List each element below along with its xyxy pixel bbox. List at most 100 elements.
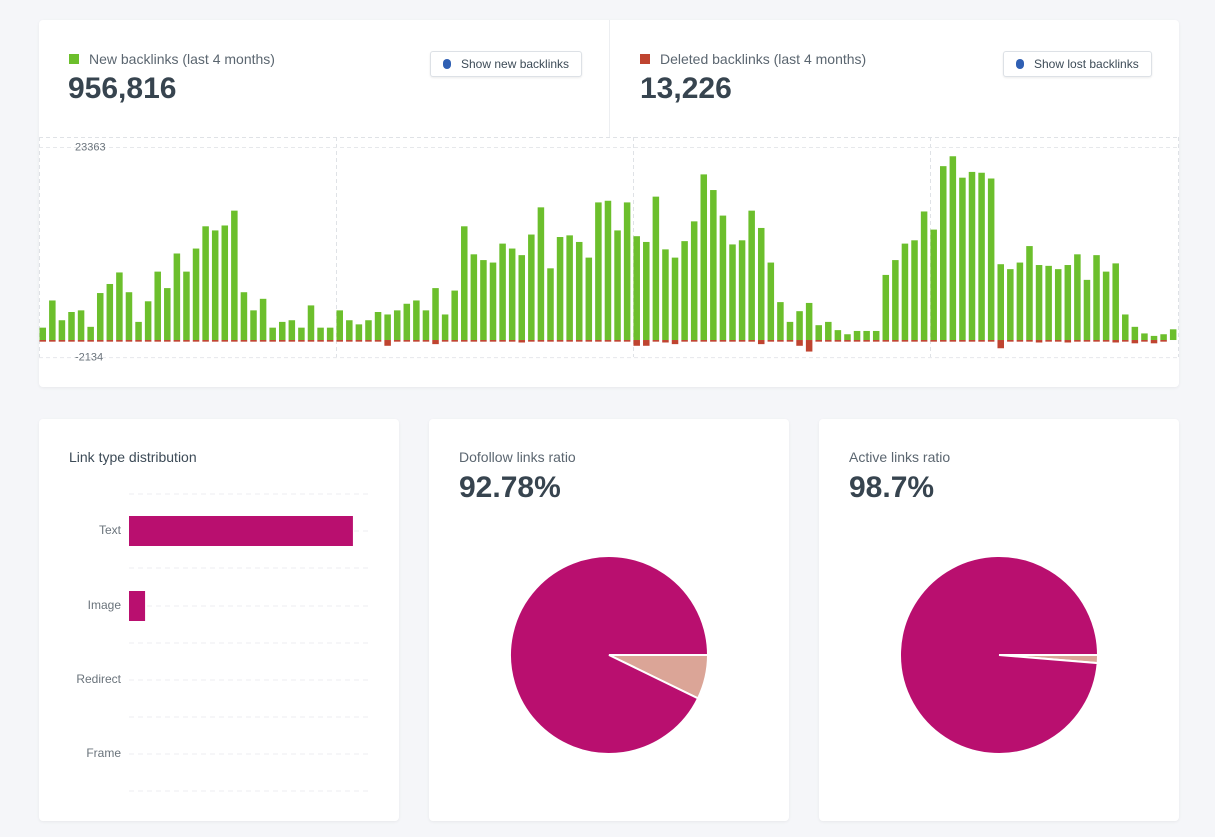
bar bbox=[68, 340, 75, 342]
pie-slice bbox=[899, 555, 1100, 755]
bar bbox=[413, 340, 420, 342]
bar bbox=[1083, 279, 1091, 341]
bar bbox=[288, 320, 296, 341]
bar bbox=[652, 196, 660, 341]
bar bbox=[614, 230, 621, 341]
show-lost-button[interactable]: Show lost backlinks bbox=[1003, 51, 1152, 77]
bar bbox=[911, 340, 918, 342]
bar bbox=[317, 340, 324, 342]
bar bbox=[355, 340, 363, 342]
bar bbox=[633, 236, 640, 341]
bar bbox=[834, 330, 842, 341]
bar bbox=[441, 340, 449, 342]
bar bbox=[240, 340, 248, 342]
bar bbox=[690, 340, 698, 342]
bar bbox=[1122, 314, 1129, 341]
bar bbox=[1131, 340, 1139, 344]
bar bbox=[393, 310, 401, 341]
bar bbox=[307, 305, 315, 341]
bar bbox=[748, 340, 755, 342]
bar bbox=[575, 340, 583, 342]
bar bbox=[116, 272, 123, 341]
card-title: Link type distribution bbox=[69, 449, 197, 465]
bar bbox=[1007, 340, 1014, 342]
bar bbox=[556, 237, 564, 341]
bar bbox=[221, 225, 229, 341]
bar bbox=[489, 262, 497, 341]
bar bbox=[853, 330, 861, 341]
bar bbox=[259, 340, 267, 342]
bar bbox=[805, 302, 813, 341]
bar bbox=[662, 249, 669, 341]
bar bbox=[106, 340, 114, 342]
bar bbox=[211, 230, 219, 341]
bar bbox=[863, 340, 870, 342]
bar bbox=[432, 288, 439, 341]
bar bbox=[49, 340, 56, 342]
bar bbox=[757, 227, 765, 341]
bar bbox=[710, 340, 717, 342]
bar bbox=[129, 516, 353, 546]
bar bbox=[805, 340, 813, 352]
bar bbox=[729, 340, 736, 342]
bar bbox=[959, 340, 966, 342]
bar bbox=[978, 172, 985, 341]
bar bbox=[940, 340, 947, 342]
bar bbox=[968, 171, 976, 341]
bar bbox=[930, 340, 937, 342]
bar bbox=[211, 340, 219, 342]
bar bbox=[844, 340, 851, 342]
bar bbox=[643, 241, 650, 341]
bar bbox=[825, 340, 832, 342]
bar bbox=[1112, 340, 1119, 343]
bar bbox=[1093, 255, 1100, 341]
bar bbox=[307, 340, 315, 342]
bar bbox=[643, 340, 650, 346]
bar bbox=[432, 340, 439, 345]
bar bbox=[930, 229, 937, 341]
bar bbox=[757, 340, 765, 345]
bar bbox=[422, 340, 430, 342]
bar bbox=[566, 340, 573, 342]
bar bbox=[1016, 340, 1024, 342]
bar bbox=[403, 303, 411, 341]
bar bbox=[1054, 340, 1062, 342]
legend-swatch bbox=[69, 54, 79, 64]
bar bbox=[1102, 271, 1110, 341]
bar bbox=[767, 340, 775, 342]
bar bbox=[767, 262, 775, 341]
bar bbox=[920, 211, 928, 341]
bar bbox=[940, 166, 947, 341]
bar bbox=[116, 340, 123, 342]
bar bbox=[250, 310, 257, 341]
bar bbox=[968, 340, 976, 342]
bar bbox=[1102, 340, 1110, 342]
bar bbox=[1160, 340, 1167, 342]
bar bbox=[49, 300, 56, 341]
bar bbox=[834, 340, 842, 342]
bar bbox=[96, 340, 104, 342]
show-new-button[interactable]: Show new backlinks bbox=[430, 51, 583, 77]
bar bbox=[1093, 340, 1100, 342]
bar bbox=[298, 327, 305, 341]
bar bbox=[1064, 265, 1072, 341]
bar bbox=[738, 240, 746, 341]
bar bbox=[978, 340, 985, 342]
bar bbox=[547, 268, 554, 341]
bar bbox=[77, 310, 85, 341]
bar bbox=[815, 325, 822, 341]
bar bbox=[173, 340, 181, 342]
bar bbox=[508, 248, 516, 341]
bar bbox=[317, 327, 324, 341]
bar bbox=[413, 300, 420, 341]
bar bbox=[1112, 263, 1119, 341]
y-tick-label: -2134 bbox=[75, 352, 103, 364]
bar bbox=[1045, 265, 1052, 341]
card-title: Dofollow links ratio bbox=[459, 449, 576, 465]
bar bbox=[604, 200, 612, 341]
bar bbox=[700, 174, 708, 341]
bar bbox=[892, 260, 899, 341]
bar bbox=[777, 340, 784, 342]
bar bbox=[278, 321, 286, 341]
bar bbox=[882, 340, 890, 342]
